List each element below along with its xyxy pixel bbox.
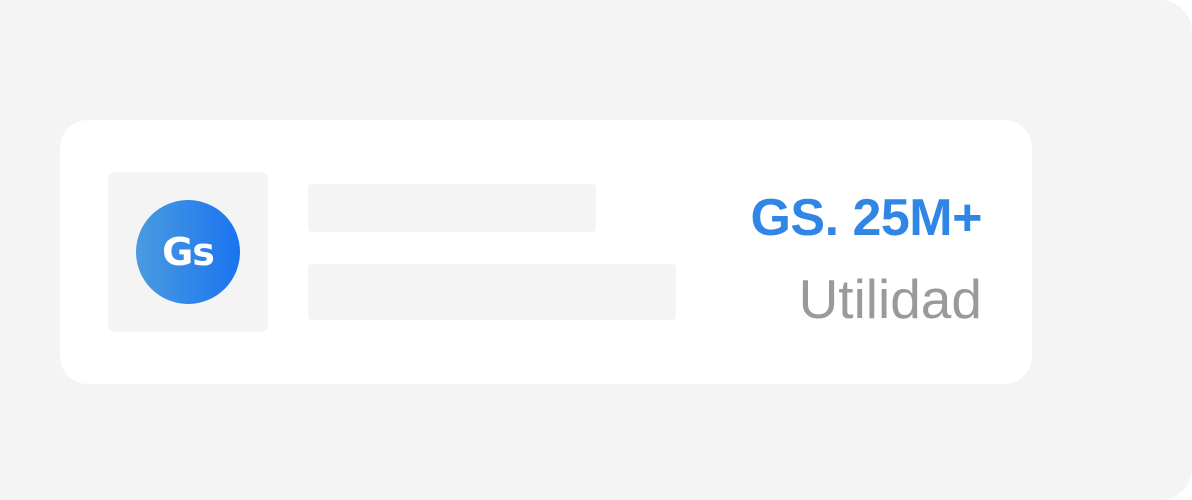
stat-value: GS. 25M+ — [750, 189, 982, 247]
stat-label: Utilidad — [798, 268, 982, 330]
skeleton-line-subtitle — [308, 264, 676, 320]
skeleton-line-title — [308, 184, 596, 232]
logo-container: Gs — [108, 172, 268, 332]
stat-card: Gs GS. 25M+ Utilidad — [60, 120, 1032, 384]
gs-logo-icon: Gs — [136, 200, 240, 304]
logo-text: Gs — [162, 230, 215, 274]
